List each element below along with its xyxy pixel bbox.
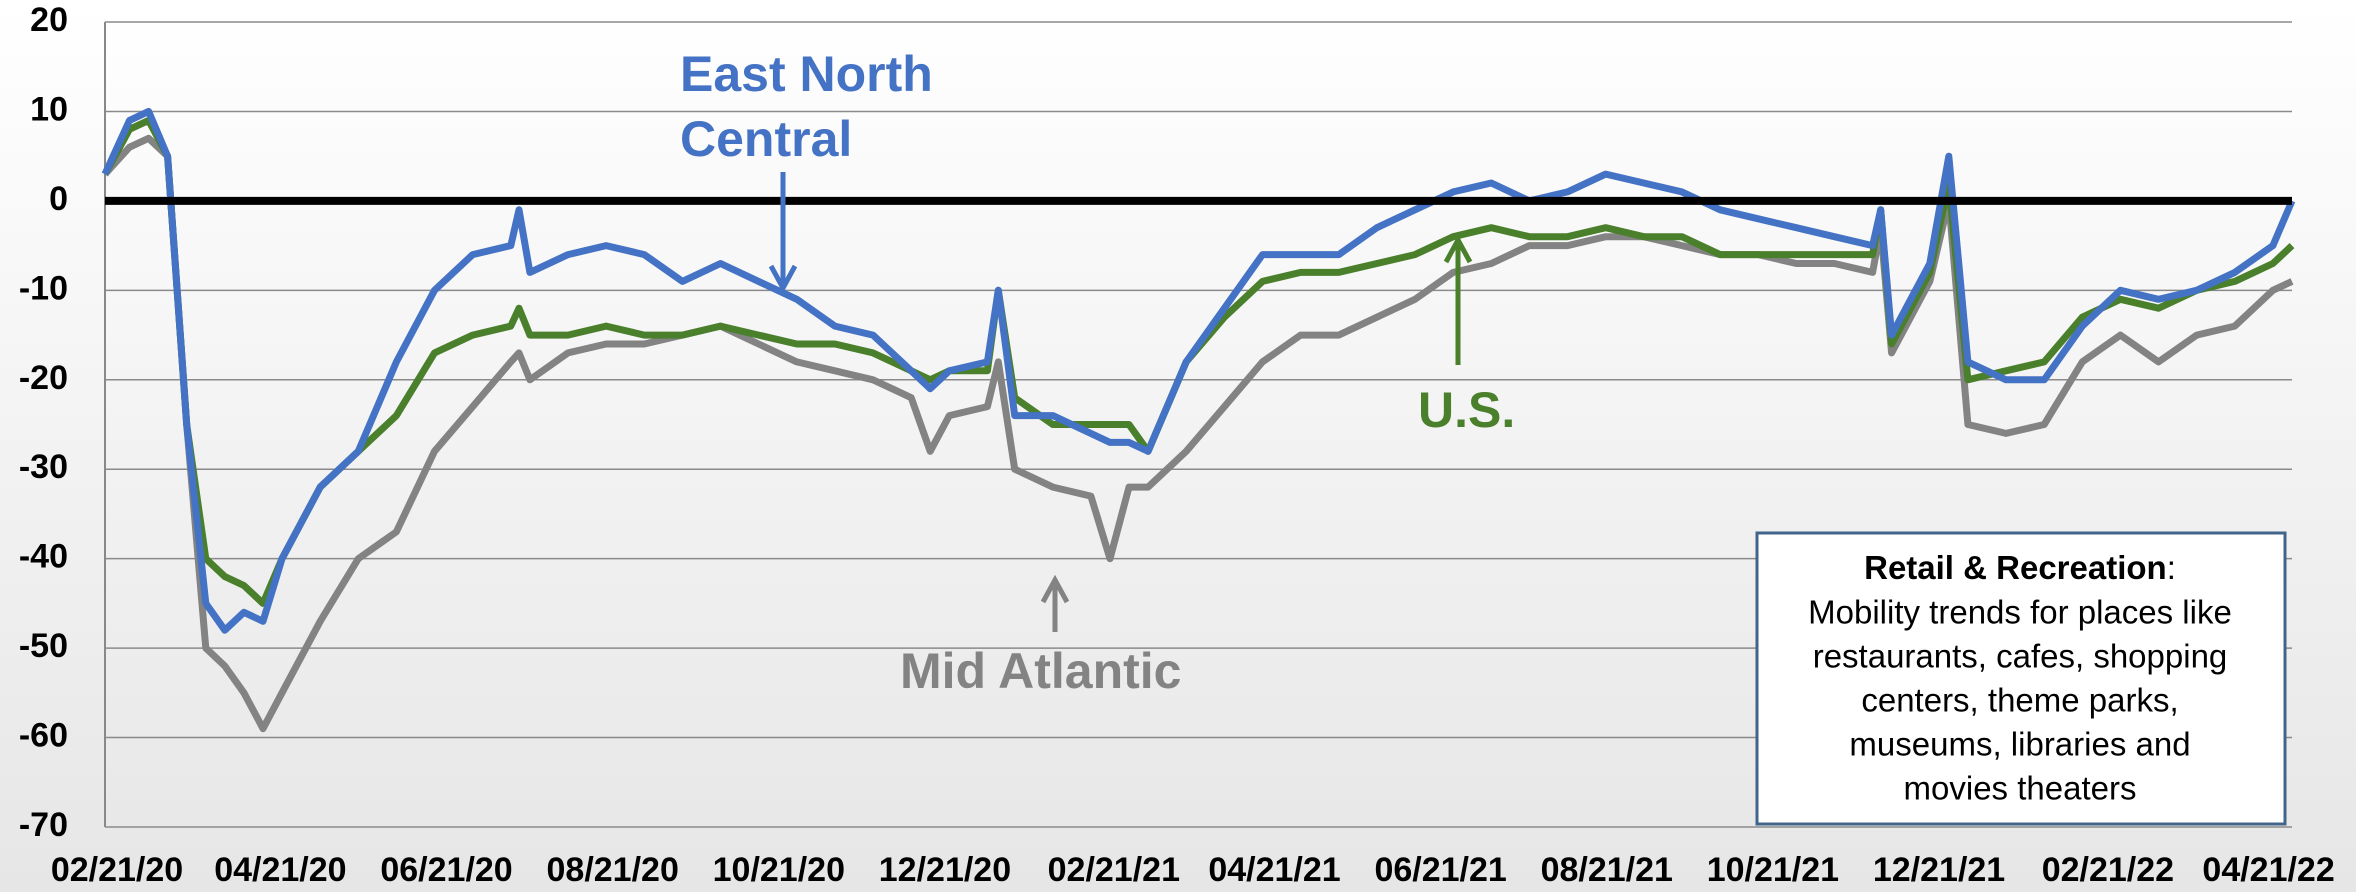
arrow	[1443, 234, 1473, 365]
x-tick-label: 08/21/20	[547, 851, 679, 889]
x-tick-label: 04/21/20	[214, 851, 346, 889]
annotation: Central	[680, 111, 852, 167]
y-tick-label: 0	[49, 180, 68, 218]
lines	[101, 107, 2296, 733]
x-tick-label: 06/21/20	[380, 851, 512, 889]
x-tick-label: 02/21/21	[1048, 851, 1180, 889]
annotations: East North Central U.S. Mid Atlantic	[680, 46, 1515, 699]
box-line: Mobility trends for places like	[1808, 594, 2232, 631]
y-tick-label: 10	[30, 90, 68, 128]
x-tick-label: 08/21/21	[1541, 851, 1673, 889]
y-tick-label: -30	[19, 448, 68, 486]
box-line: movies theaters	[1904, 770, 2137, 807]
arrow	[1040, 574, 1070, 632]
x-tick-label: 02/21/20	[51, 851, 183, 889]
y-tick-label: -20	[19, 359, 68, 397]
arrow	[768, 172, 798, 294]
y-tick-label: -60	[19, 717, 68, 755]
x-tick-label: 02/21/22	[2042, 851, 2174, 889]
annotation: East North	[680, 46, 933, 102]
info-box: Retail & Recreation: Mobility trends for…	[1755, 531, 2287, 826]
x-tick-label: 12/21/21	[1873, 851, 2005, 889]
x-tick-label: 12/21/20	[879, 851, 1011, 889]
box-line: restaurants, cafes, shopping	[1813, 638, 2228, 675]
x-tick-label: 04/21/22	[2202, 851, 2334, 889]
annotation: U.S.	[1418, 382, 1515, 438]
box	[1755, 531, 2287, 826]
series-line	[102, 134, 2294, 733]
y-tick-label: -40	[19, 538, 68, 576]
grid: -70 -60 -50 -40 -30 -20 -10 0 10 20 02/21/20 04/21/…	[19, 1, 2335, 889]
box-title: Retail & Recreation:	[1864, 549, 2176, 586]
box-separator: :	[2167, 549, 2176, 586]
y-tick-label: -10	[19, 269, 68, 307]
x-tick-label: 10/21/20	[713, 851, 845, 889]
series-line	[101, 116, 2295, 607]
box-line: museums, libraries and	[1849, 726, 2190, 763]
y-tick-label: 20	[30, 1, 68, 39]
series-line	[101, 107, 2296, 634]
x-tick-label: 04/21/21	[1208, 851, 1340, 889]
y-tick-label: -70	[19, 806, 68, 844]
y-tick-label: -50	[19, 627, 68, 665]
x-tick-label: 10/21/21	[1707, 851, 1839, 889]
box-line: centers, theme parks,	[1861, 682, 2178, 719]
box-title-text: Retail & Recreation	[1864, 549, 2167, 586]
x-tick-label: 06/21/21	[1374, 851, 1506, 889]
annotation: Mid Atlantic	[900, 643, 1181, 699]
